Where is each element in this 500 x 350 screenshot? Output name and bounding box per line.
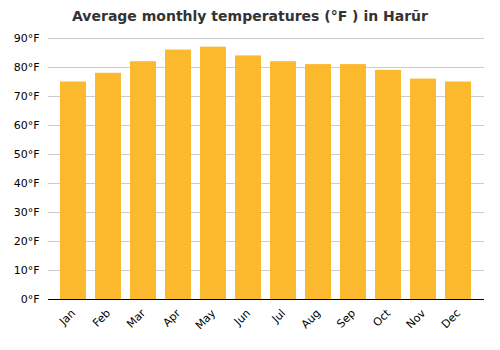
svg-text:Apr: Apr <box>160 306 183 329</box>
svg-text:Dec: Dec <box>439 307 463 331</box>
svg-text:Sep: Sep <box>334 307 358 331</box>
svg-text:Jan: Jan <box>56 307 78 329</box>
svg-text:0°F: 0°F <box>21 293 40 306</box>
svg-text:Oct: Oct <box>370 306 393 329</box>
svg-text:30°F: 30°F <box>14 206 40 219</box>
svg-text:10°F: 10°F <box>14 264 40 277</box>
svg-text:90°F: 90°F <box>14 32 40 45</box>
svg-text:70°F: 70°F <box>14 90 40 103</box>
svg-text:Aug: Aug <box>299 307 323 331</box>
svg-text:May: May <box>193 306 219 332</box>
svg-text:Jun: Jun <box>231 307 253 329</box>
svg-text:60°F: 60°F <box>14 119 40 132</box>
svg-text:80°F: 80°F <box>14 61 40 74</box>
svg-text:40°F: 40°F <box>14 177 40 190</box>
svg-text:Nov: Nov <box>404 306 429 331</box>
svg-text:Jul: Jul <box>269 307 288 326</box>
svg-text:Mar: Mar <box>124 306 148 330</box>
svg-text:20°F: 20°F <box>14 235 40 248</box>
svg-text:Feb: Feb <box>90 307 113 330</box>
svg-text:50°F: 50°F <box>14 148 40 161</box>
html-text:Average monthly temperatures (: Average monthly temperatures (°F ) in Ha… <box>72 8 428 24</box>
